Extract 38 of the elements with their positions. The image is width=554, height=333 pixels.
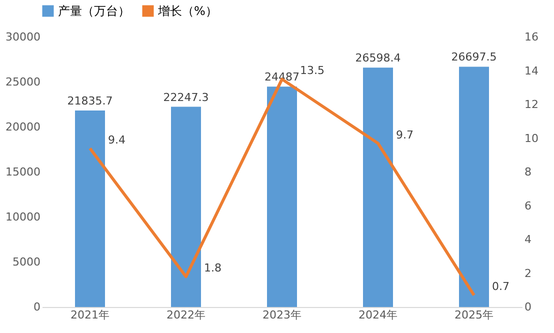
x-tick-label: 2024年	[358, 308, 398, 322]
data-label: 9.4	[108, 133, 126, 146]
y-tick-label: 5000	[12, 256, 40, 268]
legend-label: 增长（%）	[157, 4, 218, 18]
y-tick-label: 20000	[6, 120, 40, 134]
legend-label: 产量（万台）	[58, 4, 130, 18]
data-label: 0.7	[492, 280, 510, 294]
data-label: 1.8	[204, 262, 222, 275]
bar	[267, 86, 297, 307]
bar	[459, 66, 489, 307]
data-label: 24487	[264, 70, 300, 84]
y-tick-label: 0	[34, 300, 40, 314]
data-label: 13.5	[300, 64, 324, 78]
data-label: 21835.7	[67, 94, 113, 108]
data-label: 9.7	[396, 128, 414, 142]
x-tick-label: 2022年	[166, 308, 206, 322]
y-tick-label: 30000	[6, 30, 40, 44]
x-tick-label: 2021年	[70, 308, 110, 322]
y2-tick-label: 8	[524, 166, 532, 178]
y2-tick-label: 4	[524, 233, 532, 246]
y2-tick-label: 2	[524, 266, 532, 280]
y2-tick-label: 14	[524, 64, 538, 78]
x-tick-label: 2023年	[262, 308, 302, 322]
x-tick-label: 2025年	[454, 308, 494, 322]
y2-tick-label: 6	[524, 199, 532, 212]
y-tick-label: 25000	[6, 76, 40, 88]
y2-tick-label: 10	[524, 132, 538, 145]
y2-tick-label: 16	[524, 30, 538, 44]
data-label: 22247.3	[163, 90, 209, 104]
bar	[171, 106, 201, 307]
y2-tick-label: 12	[524, 98, 538, 111]
y-tick-label: 15000	[6, 166, 40, 178]
y2-tick-label: 0	[524, 300, 532, 314]
bar	[75, 110, 105, 307]
y-tick-label: 10000	[6, 210, 40, 224]
data-label: 26697.5	[451, 50, 497, 64]
bar	[363, 68, 393, 307]
data-label: 26598.4	[355, 52, 401, 65]
